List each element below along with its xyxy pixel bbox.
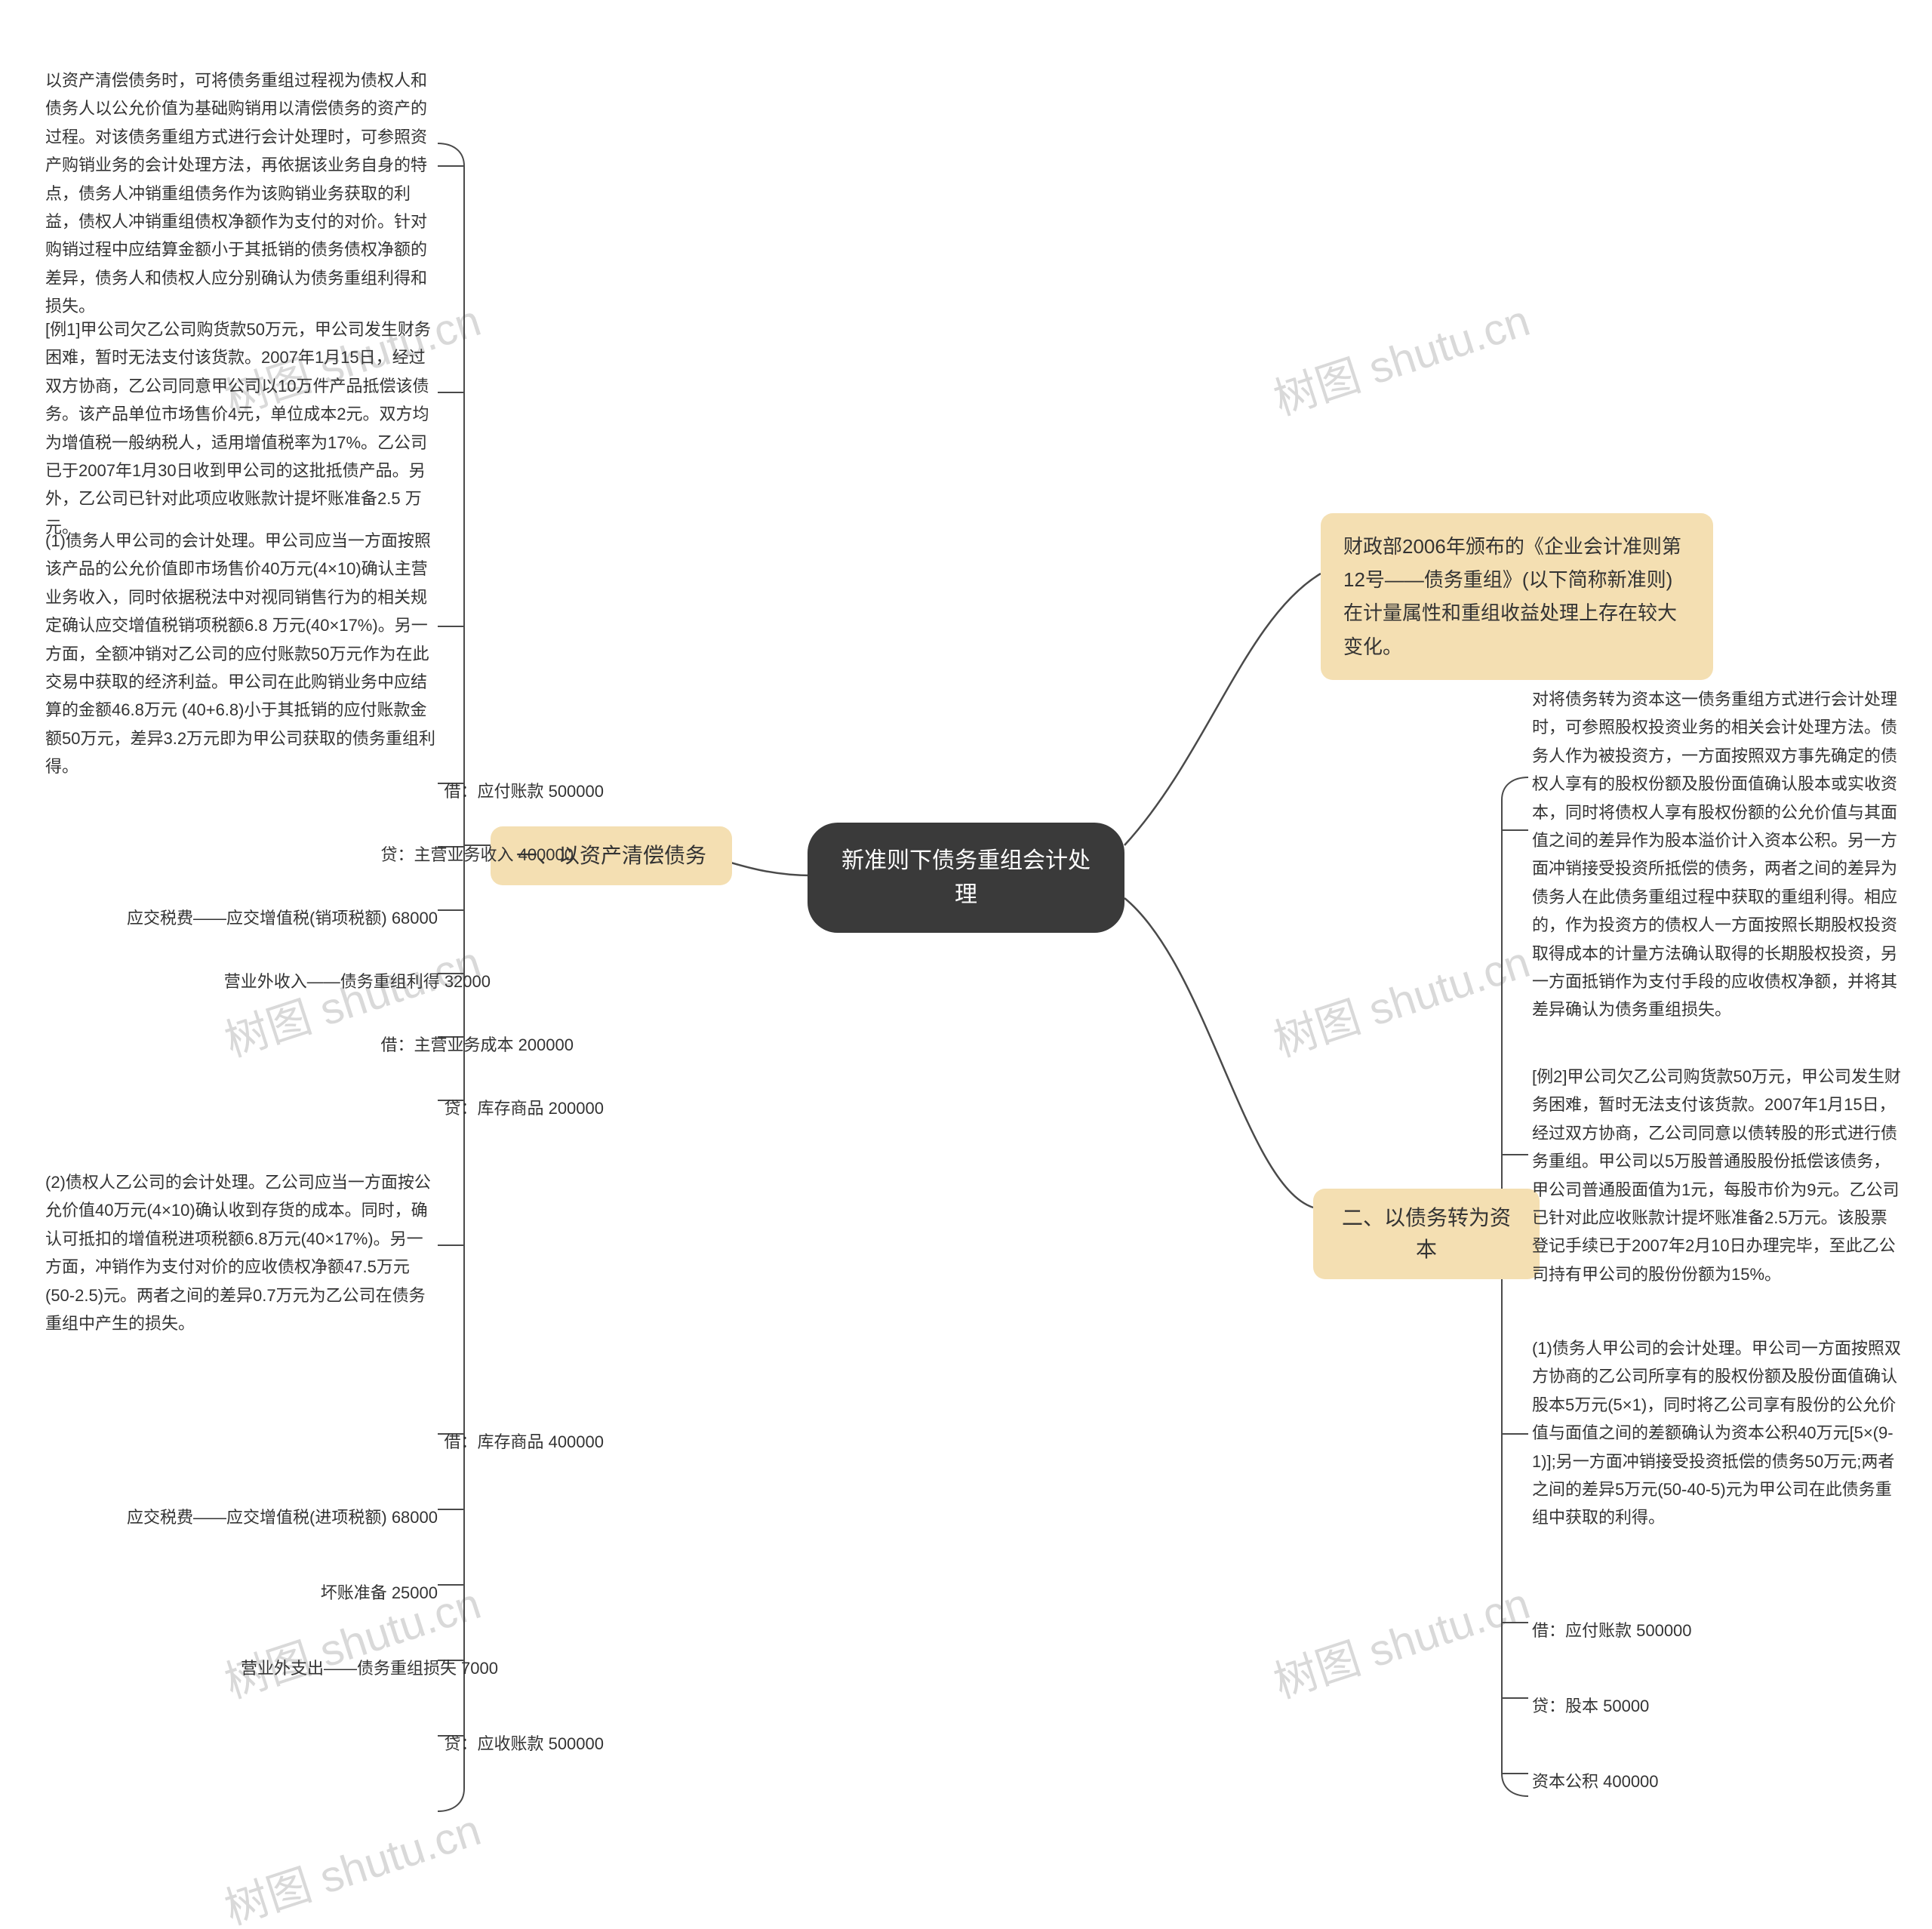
leaf-left-5: 应交税费——应交增值税(销项税额) 68000 bbox=[75, 898, 438, 938]
leaf-left-1: [例1]甲公司欠乙公司购货款50万元，甲公司发生财务困难，暂时无法支付该货款。2… bbox=[45, 309, 438, 547]
intro-node: 财政部2006年颁布的《企业会计准则第12号——债务重组》(以下简称新准则)在计… bbox=[1321, 513, 1713, 680]
leaf-right-0: 对将债务转为资本这一债务重组方式进行会计处理时，可参照股权投资业务的相关会计处理… bbox=[1532, 679, 1902, 1030]
leaf-left-7: 借：主营业务成本 200000 bbox=[211, 1025, 574, 1065]
leaf-right-3: 借：应付账款 500000 bbox=[1532, 1611, 1902, 1651]
leaf-left-12: 坏账准备 25000 bbox=[287, 1573, 438, 1613]
leaf-left-6: 营业外收入——债务重组利得 32000 bbox=[128, 961, 491, 1001]
leaf-left-10: 借：库存商品 400000 bbox=[242, 1422, 604, 1462]
leaf-right-2: (1)债务人甲公司的会计处理。甲公司一方面按照双方协商的乙公司所享有的股权份额及… bbox=[1532, 1328, 1902, 1538]
leaf-left-0: 以资产清偿债务时，可将债务重组过程视为债权人和债务人以公允价值为基础购销用以清偿… bbox=[45, 60, 438, 327]
watermark: 树图 shutu.cn bbox=[1265, 285, 1537, 427]
leaf-left-4: 贷：主营业务收入 400000 bbox=[211, 835, 574, 875]
leaf-right-1: [例2]甲公司欠乙公司购货款50万元，甲公司发生财务困难，暂时无法支付该货款。2… bbox=[1532, 1057, 1902, 1294]
leaf-left-13: 营业外支出——债务重组损失 7000 bbox=[136, 1648, 498, 1688]
leaf-left-14: 贷：应收账款 500000 bbox=[242, 1724, 604, 1764]
watermark: 树图 shutu.cn bbox=[1265, 927, 1537, 1069]
watermark: 树图 shutu.cn bbox=[216, 1795, 488, 1929]
center-node: 新准则下债务重组会计处理 bbox=[808, 823, 1124, 933]
watermark: 树图 shutu.cn bbox=[1265, 1568, 1537, 1710]
leaf-left-9: (2)债权人乙公司的会计处理。乙公司应当一方面按公允价值40万元(4×10)确认… bbox=[45, 1162, 438, 1343]
leaf-left-2: (1)债务人甲公司的会计处理。甲公司应当一方面按照该产品的公允价值即市场售价40… bbox=[45, 521, 438, 787]
leaf-left-3: 借：应付账款 500000 bbox=[242, 771, 604, 811]
branch-right: 二、以债务转为资本 bbox=[1313, 1189, 1540, 1279]
leaf-right-4: 贷：股本 50000 bbox=[1532, 1686, 1902, 1726]
leaf-left-11: 应交税费——应交增值税(进项税额) 68000 bbox=[75, 1497, 438, 1537]
leaf-right-5: 资本公积 400000 bbox=[1532, 1761, 1902, 1801]
leaf-left-8: 贷：库存商品 200000 bbox=[242, 1088, 604, 1128]
